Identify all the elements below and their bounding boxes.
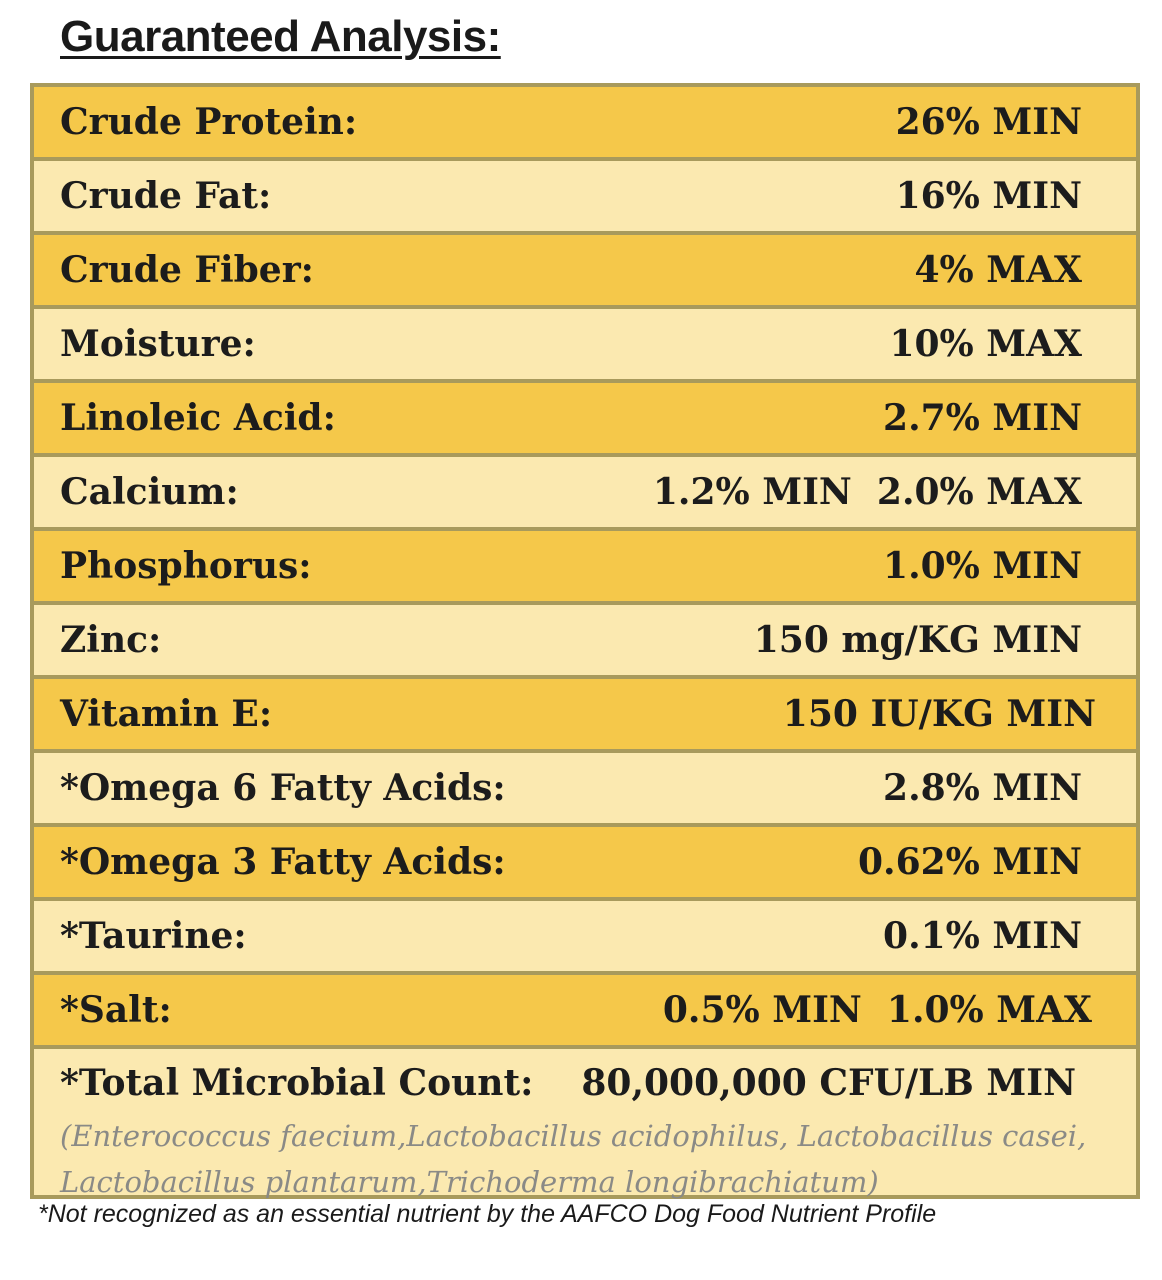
table-row: Crude Protein: 26% MIN	[34, 87, 1136, 157]
nutrient-label: *Omega 3 Fatty Acids:	[60, 841, 506, 883]
table-row: *Taurine: 0.1% MIN	[34, 901, 1136, 971]
nutrient-value: 16% MIN	[895, 175, 1082, 217]
nutrient-label: *Omega 6 Fatty Acids:	[60, 767, 506, 809]
nutrient-value: 1.0% MIN	[883, 545, 1082, 587]
nutrient-label: Crude Protein:	[60, 101, 358, 143]
nutrient-value: 4% MAX	[914, 249, 1082, 291]
organism-list: (Enterococcus faecium,Lactobacillus acid…	[60, 1119, 1087, 1199]
nutrient-label: Linoleic Acid:	[60, 397, 336, 439]
table-row: *Omega 3 Fatty Acids: 0.62% MIN	[34, 827, 1136, 897]
nutrient-label: *Salt:	[60, 989, 172, 1031]
table-row: Linoleic Acid: 2.7% MIN	[34, 383, 1136, 453]
nutrient-value: 10% MAX	[889, 323, 1082, 365]
nutrient-label: Vitamin E:	[60, 693, 273, 735]
nutrient-value: 2.7% MIN	[883, 397, 1082, 439]
table-row: Moisture: 10% MAX	[34, 309, 1136, 379]
nutrient-value: 0.62% MIN	[857, 841, 1082, 883]
table-row: Vitamin E: 150 IU/KG MIN	[34, 679, 1136, 749]
nutrient-value: 0.5% MIN 1.0% MAX	[662, 989, 1092, 1031]
table-row: *Omega 6 Fatty Acids: 2.8% MIN	[34, 753, 1136, 823]
nutrient-label: *Total Microbial Count:	[60, 1062, 534, 1104]
nutrient-label: Calcium:	[60, 471, 239, 513]
table-row: Crude Fat: 16% MIN	[34, 161, 1136, 231]
table-row: *Salt: 0.5% MIN 1.0% MAX	[34, 975, 1136, 1045]
nutrient-value: 150 mg/KG MIN	[753, 619, 1082, 661]
nutrient-label: Crude Fat:	[60, 175, 272, 217]
nutrient-value: 1.2% MIN 2.0% MAX	[652, 471, 1082, 513]
nutrient-value: 80,000,000 CFU/LB MIN	[581, 1062, 1076, 1104]
nutrient-value: 0.1% MIN	[883, 915, 1082, 957]
table-row: Zinc: 150 mg/KG MIN	[34, 605, 1136, 675]
nutrient-label: Zinc:	[60, 619, 162, 661]
guaranteed-analysis-table: Crude Protein: 26% MIN Crude Fat: 16% MI…	[30, 83, 1140, 1199]
nutrient-label: Moisture:	[60, 323, 256, 365]
table-row: Calcium: 1.2% MIN 2.0% MAX	[34, 457, 1136, 527]
nutrient-label: *Taurine:	[60, 915, 247, 957]
nutrient-value: 26% MIN	[895, 101, 1082, 143]
footnote: *Not recognized as an essential nutrient…	[38, 1200, 937, 1228]
nutrient-label: Crude Fiber:	[60, 249, 314, 291]
nutrient-value: 2.8% MIN	[883, 767, 1082, 809]
table-row: Phosphorus: 1.0% MIN	[34, 531, 1136, 601]
table-row: *Total Microbial Count: 80,000,000 CFU/L…	[34, 1049, 1136, 1199]
table-row: Crude Fiber: 4% MAX	[34, 235, 1136, 305]
page-title: Guaranteed Analysis:	[60, 12, 501, 61]
nutrient-value: 150 IU/KG MIN	[782, 693, 1096, 735]
nutrient-label: Phosphorus:	[60, 545, 312, 587]
